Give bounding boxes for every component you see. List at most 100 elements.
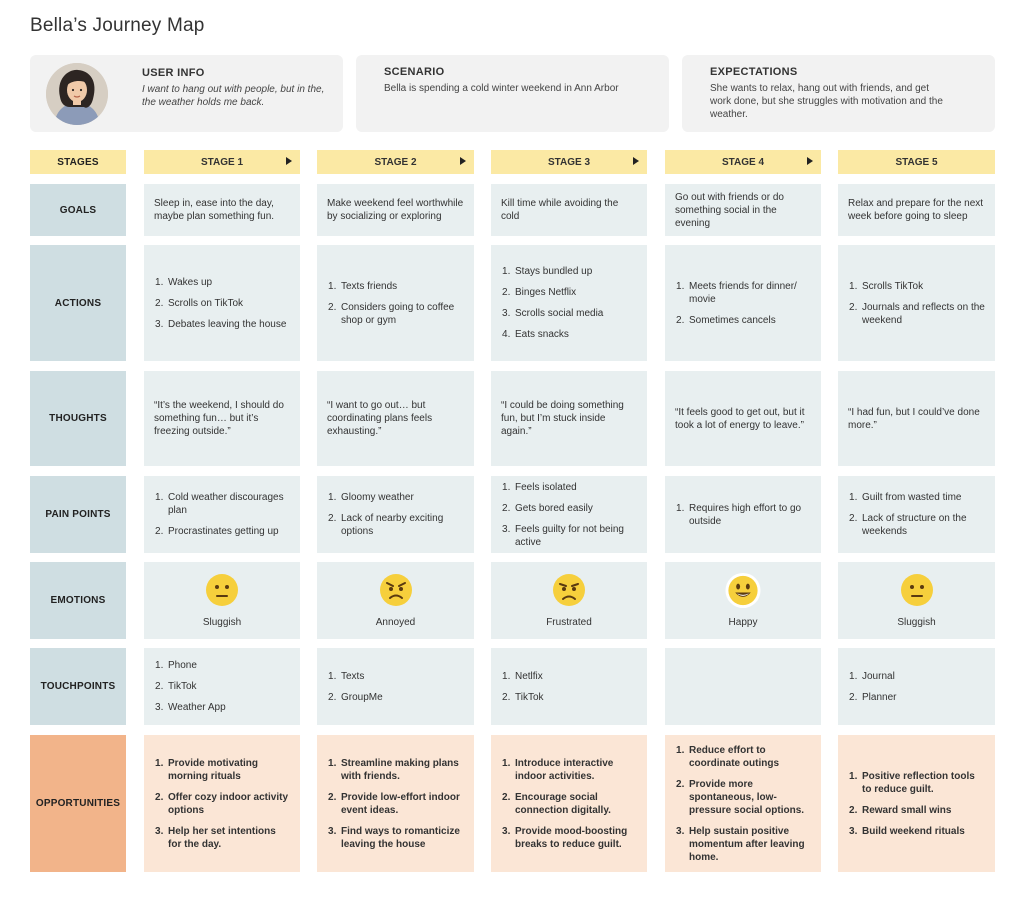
stage-1-emotion: Sluggish: [144, 562, 300, 639]
page-title: Bella’s Journey Map: [30, 15, 205, 36]
stage-3-actions: Stays bundled up Binges Netflix Scrolls so…: [491, 245, 647, 361]
list-item: Reduce effort to coordinate outings: [676, 744, 779, 769]
avatar-illustration-icon: [46, 63, 108, 125]
play-arrow-icon: [807, 157, 813, 165]
list-item: Phone: [155, 659, 197, 672]
list-item: Texts friends: [328, 280, 398, 293]
stage-4-title: STAGE 4: [721, 156, 765, 168]
list-item: Journals and reflects on the weekend: [849, 301, 985, 326]
list-item: Gets bored easily: [502, 502, 593, 515]
expectations-text: She wants to relax, hang out with friend…: [710, 83, 943, 120]
stage-3-title: STAGE 3: [547, 156, 591, 168]
list-item: Requires high effort to go outside: [676, 502, 802, 527]
list-item: Provide mood-boosting breaks to reduce g…: [502, 825, 628, 850]
list-item: Provide low-effort indoor event ideas.: [328, 791, 460, 816]
list-item: Lack of structure on the weekends: [849, 512, 967, 537]
expectations-heading: EXPECTATIONS: [710, 66, 798, 78]
stage-1-header[interactable]: STAGE 1: [144, 150, 300, 174]
stage-4-pain-points: Requires high effort to go outside: [665, 476, 821, 553]
list-item: Introduce interactive indoor activities.: [502, 757, 614, 782]
stage-4-header[interactable]: STAGE 4: [665, 150, 821, 174]
stage-1-title: STAGE 1: [200, 156, 244, 168]
frustrated-face-icon: [553, 573, 585, 606]
expectations-card: EXPECTATIONS She wants to relax, hang ou…: [682, 55, 995, 132]
stage-3-emotion: Frustrated: [491, 562, 647, 639]
stage-3-thought: “I could be doing something fun, but I’m…: [491, 371, 647, 466]
list-item: Help sustain positive momentum after lea…: [676, 825, 805, 863]
touchpoints-label: TOUCHPOINTS: [30, 648, 126, 725]
stage-2-goal: Make weekend feel worthwhile by socializ…: [317, 184, 474, 236]
list-item: Scrolls social media: [502, 307, 604, 320]
list-item: Scrolls on TikTok: [155, 297, 244, 310]
stage-3-opportunities: Introduce interactive indoor activities.…: [491, 735, 647, 872]
stage-2-header[interactable]: STAGE 2: [317, 150, 474, 174]
user-info-heading: USER INFO: [142, 67, 205, 79]
stage-5-thought: “I had fun, but I could’ve done more.”: [838, 371, 995, 466]
list-item: Binges Netflix: [502, 286, 577, 299]
goals-label: GOALS: [30, 184, 126, 236]
list-item: Debates leaving the house: [155, 318, 287, 331]
list-item: Stays bundled up: [502, 265, 593, 278]
thought-text: “I could be doing something fun, but I’m…: [501, 400, 624, 437]
emotion-label: Annoyed: [375, 616, 416, 628]
emotion-label: Sluggish: [202, 616, 242, 628]
list-item: Meets friends for dinner/ movie: [676, 280, 797, 305]
actions-label: ACTIONS: [30, 245, 126, 361]
thought-text: “I want to go out… but coordinating plan…: [327, 400, 433, 437]
stage-3-header[interactable]: STAGE 3: [491, 150, 647, 174]
list-item: Positive reflection tools to reduce guil…: [849, 770, 975, 795]
list-item: Texts: [328, 670, 365, 683]
neutral-face-icon: [900, 573, 933, 606]
goal-text: Go out with friends or do something soci…: [675, 191, 784, 229]
goal-text: Sleep in, ease into the day, maybe plan …: [154, 198, 275, 222]
stage-5-title: STAGE 5: [895, 156, 938, 168]
stage-2-emotion: Annoyed: [317, 562, 474, 639]
list-item: Provide motivating morning rituals: [155, 757, 259, 782]
angry-face-icon: [379, 573, 412, 606]
stage-2-pain-points: Gloomy weather Lack of nearby exciting op…: [317, 476, 474, 553]
emotion-label: Frustrated: [546, 616, 592, 628]
list-item: Lack of nearby exciting options: [328, 512, 444, 537]
play-arrow-icon: [460, 157, 466, 165]
thought-text: “It’s the weekend, I should do something…: [154, 400, 284, 437]
stage-5-touchpoints: Journal Planner: [838, 648, 995, 725]
scenario-text: Bella is spending a cold winter weekend …: [384, 83, 619, 94]
list-item: Encourage social connection digitally.: [502, 791, 611, 816]
stage-4-thought: “It feels good to get out, but it took a…: [665, 371, 821, 466]
stage-4-actions: Meets friends for dinner/ movie Sometimes…: [665, 245, 821, 361]
goal-text: Kill time while avoiding the cold: [501, 198, 619, 222]
stage-2-touchpoints: Texts GroupMe: [317, 648, 474, 725]
list-item: Find ways to romanticize leaving the hou…: [328, 825, 460, 850]
stage-5-actions: Scrolls TikTok Journals and reflects on t…: [838, 245, 995, 361]
stages-label: STAGES: [30, 150, 126, 174]
stage-1-opportunities: Provide motivating morning rituals Offer …: [144, 735, 300, 872]
list-item: Guilt from wasted time: [849, 491, 962, 504]
play-arrow-icon: [286, 157, 292, 165]
stage-5-emotion: Sluggish: [838, 562, 995, 639]
list-item: TikTok: [155, 680, 197, 693]
list-item: Planner: [849, 691, 897, 704]
list-item: Gloomy weather: [328, 491, 414, 504]
list-item: GroupMe: [328, 691, 383, 704]
list-item: Build weekend rituals: [849, 825, 965, 838]
happy-face-icon: [725, 572, 761, 609]
list-item: Streamline making plans with friends.: [328, 757, 459, 782]
list-item: Feels isolated: [502, 481, 577, 494]
stage-2-actions: Texts friends Considers going to coffee s…: [317, 245, 474, 361]
list-item: Scrolls TikTok: [849, 280, 924, 293]
list-item: Netlfix: [502, 670, 543, 683]
stage-2-opportunities: Streamline making plans with friends. Pro…: [317, 735, 474, 872]
stage-5-pain-points: Guilt from wasted time Lack of structure …: [838, 476, 995, 553]
neutral-face-icon: [206, 573, 238, 606]
list-item: Weather App: [155, 701, 226, 714]
list-item: Sometimes cancels: [676, 314, 776, 327]
list-item: Procrastinates getting up: [155, 525, 279, 538]
list-item: Offer cozy indoor activity options: [155, 791, 289, 816]
pain-points-label: PAIN POINTS: [30, 476, 126, 553]
user-info-card: USER INFO I want to hang out with people…: [30, 55, 343, 132]
list-item: Feels guilty for not being active: [502, 523, 624, 548]
stage-3-touchpoints: Netlfix TikTok: [491, 648, 647, 725]
stage-5-header[interactable]: STAGE 5: [838, 150, 995, 174]
emotions-label: EMOTIONS: [30, 562, 126, 639]
stage-3-pain-points: Feels isolated Gets bored easily Feels gui…: [491, 476, 647, 553]
